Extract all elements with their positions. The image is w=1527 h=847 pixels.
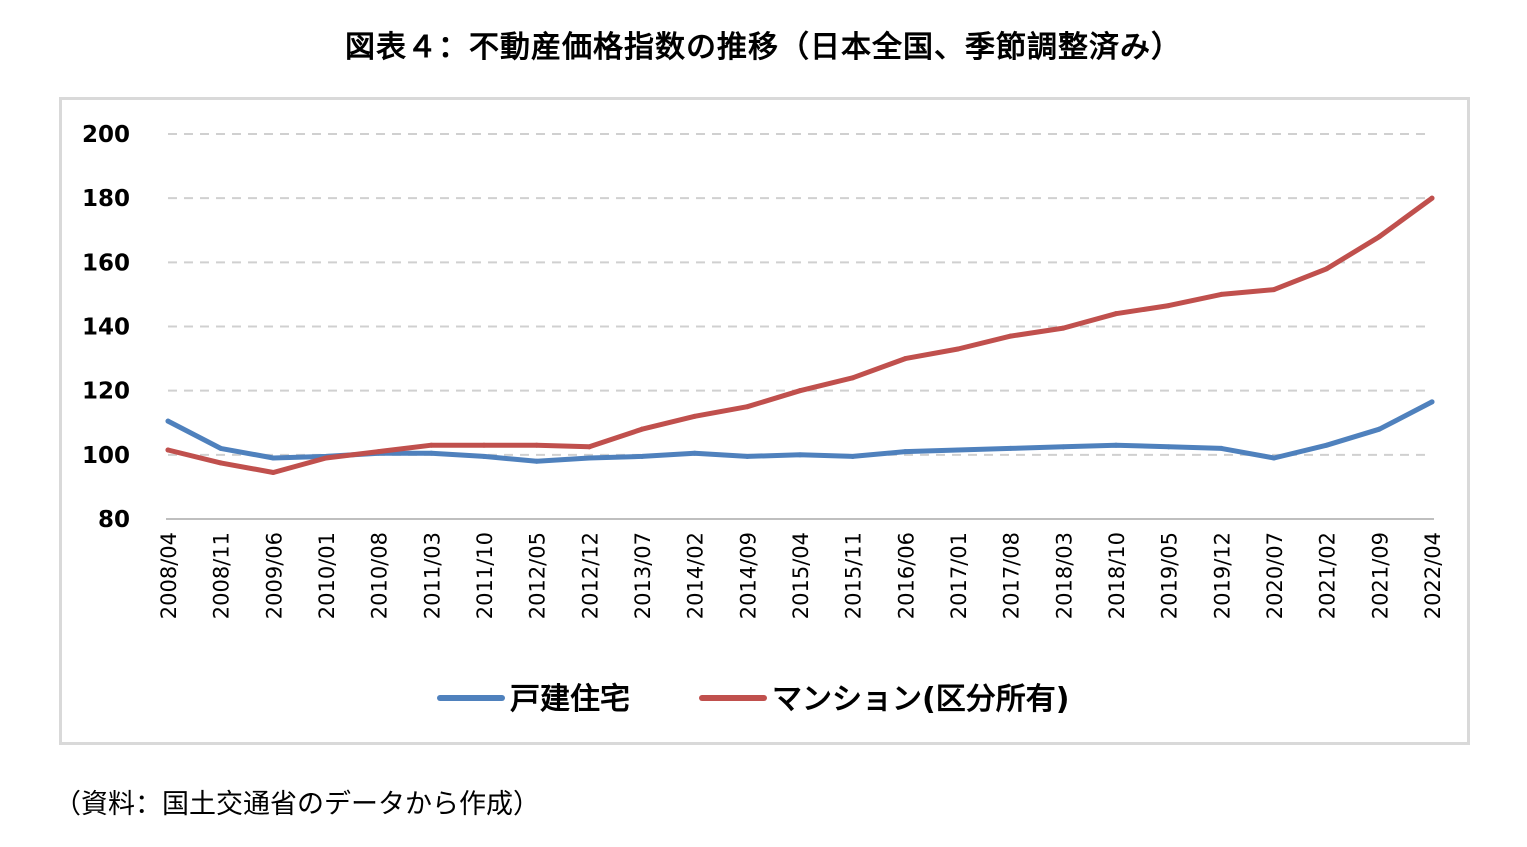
x-tick-label: 2014/09 xyxy=(736,532,760,619)
data-point xyxy=(1271,455,1277,461)
data-point xyxy=(1376,234,1382,240)
data-point xyxy=(797,452,803,458)
x-tick-label: 2021/09 xyxy=(1368,532,1392,619)
data-point xyxy=(850,453,856,459)
x-tick-label: 2012/12 xyxy=(578,532,602,619)
data-point xyxy=(1271,287,1277,293)
line-chart: 80 100 120 140 160 180 200 2008/04 2008/11 2009/… xyxy=(82,122,1445,717)
legend-label: 戸建住宅 xyxy=(510,682,630,717)
y-tick-label: 140 xyxy=(82,315,130,341)
x-tick-label: 2020/07 xyxy=(1263,532,1287,619)
data-point xyxy=(428,450,434,456)
data-point xyxy=(902,356,908,362)
x-tick-label: 2019/12 xyxy=(1210,532,1234,619)
y-tick-label: 160 xyxy=(82,250,130,276)
data-point xyxy=(1376,426,1382,432)
x-tick-label: 2010/01 xyxy=(315,532,339,619)
x-tick-label: 2011/10 xyxy=(473,532,497,619)
data-point xyxy=(428,442,434,448)
chart-frame: 80 100 120 140 160 180 200 2008/04 2008/11 2009/… xyxy=(59,97,1470,745)
data-point xyxy=(1008,445,1014,451)
x-tick-label: 2014/02 xyxy=(684,532,708,619)
data-point xyxy=(586,455,592,461)
y-tick-label: 100 xyxy=(82,443,130,469)
x-tick-label: 2012/05 xyxy=(526,532,550,619)
data-point xyxy=(165,418,171,424)
data-point xyxy=(1324,442,1330,448)
x-tick-label: 2018/10 xyxy=(1105,532,1129,619)
data-point xyxy=(586,444,592,450)
source-note: （資料：国土交通省のデータから作成） xyxy=(54,789,540,820)
data-point xyxy=(1218,445,1224,451)
x-tick-label: 2011/03 xyxy=(420,532,444,619)
x-tick-label: 2019/05 xyxy=(1158,532,1182,619)
x-tick-label: 2021/02 xyxy=(1316,532,1340,619)
series-line-condominium xyxy=(165,195,1435,475)
y-tick-label: 80 xyxy=(98,507,130,533)
data-point xyxy=(1429,399,1435,405)
x-tick-label: 2016/06 xyxy=(894,532,918,619)
data-point xyxy=(481,442,487,448)
data-point xyxy=(955,447,961,453)
data-point xyxy=(692,413,698,419)
legend: 戸建住宅 マンション(区分所有) xyxy=(437,682,1069,717)
data-point xyxy=(323,455,329,461)
y-axis-tick-labels: 80 100 120 140 160 180 200 xyxy=(82,122,130,533)
x-tick-label: 2008/04 xyxy=(157,532,181,619)
x-tick-label: 2015/11 xyxy=(842,532,866,619)
data-point xyxy=(639,453,645,459)
legend-label: マンション(区分所有) xyxy=(772,682,1069,717)
data-point xyxy=(1166,303,1172,309)
data-point xyxy=(1218,291,1224,297)
data-point xyxy=(639,426,645,432)
data-point xyxy=(1166,444,1172,450)
data-point xyxy=(692,450,698,456)
y-tick-label: 200 xyxy=(82,122,130,148)
data-point xyxy=(481,453,487,459)
x-tick-label: 2018/03 xyxy=(1052,532,1076,619)
data-point xyxy=(850,375,856,381)
data-point xyxy=(165,447,171,453)
data-point xyxy=(797,388,803,394)
y-tick-label: 180 xyxy=(82,186,130,212)
series-lines xyxy=(165,195,1435,475)
x-axis-tick-labels: 2008/04 2008/11 2009/06 2010/01 2010/08 2011/… xyxy=(157,532,1445,619)
x-tick-label: 2013/07 xyxy=(631,532,655,619)
data-point xyxy=(376,449,382,455)
y-tick-label: 120 xyxy=(82,379,130,405)
x-tick-label: 2017/01 xyxy=(947,532,971,619)
x-tick-label: 2008/11 xyxy=(210,532,234,619)
data-point xyxy=(1429,195,1435,201)
x-tick-label: 2015/04 xyxy=(789,532,813,619)
data-point xyxy=(1008,333,1014,339)
data-point xyxy=(270,455,276,461)
x-tick-label: 2009/06 xyxy=(262,532,286,619)
data-point xyxy=(744,453,750,459)
data-point xyxy=(218,460,224,466)
data-point xyxy=(534,442,540,448)
chart-title: 図表４：不動産価格指数の推移（日本全国、季節調整済み） xyxy=(345,30,1182,65)
data-point xyxy=(1060,325,1066,331)
x-tick-label: 2022/04 xyxy=(1421,532,1445,619)
x-tick-label: 2017/08 xyxy=(1000,532,1024,619)
data-point xyxy=(955,346,961,352)
data-point xyxy=(1324,266,1330,272)
data-point xyxy=(1113,311,1119,317)
x-tick-label: 2010/08 xyxy=(368,532,392,619)
data-point xyxy=(744,404,750,410)
data-point xyxy=(1060,444,1066,450)
data-point xyxy=(534,458,540,464)
data-point xyxy=(902,449,908,455)
data-point xyxy=(270,469,276,475)
data-point xyxy=(1113,442,1119,448)
data-point xyxy=(218,445,224,451)
